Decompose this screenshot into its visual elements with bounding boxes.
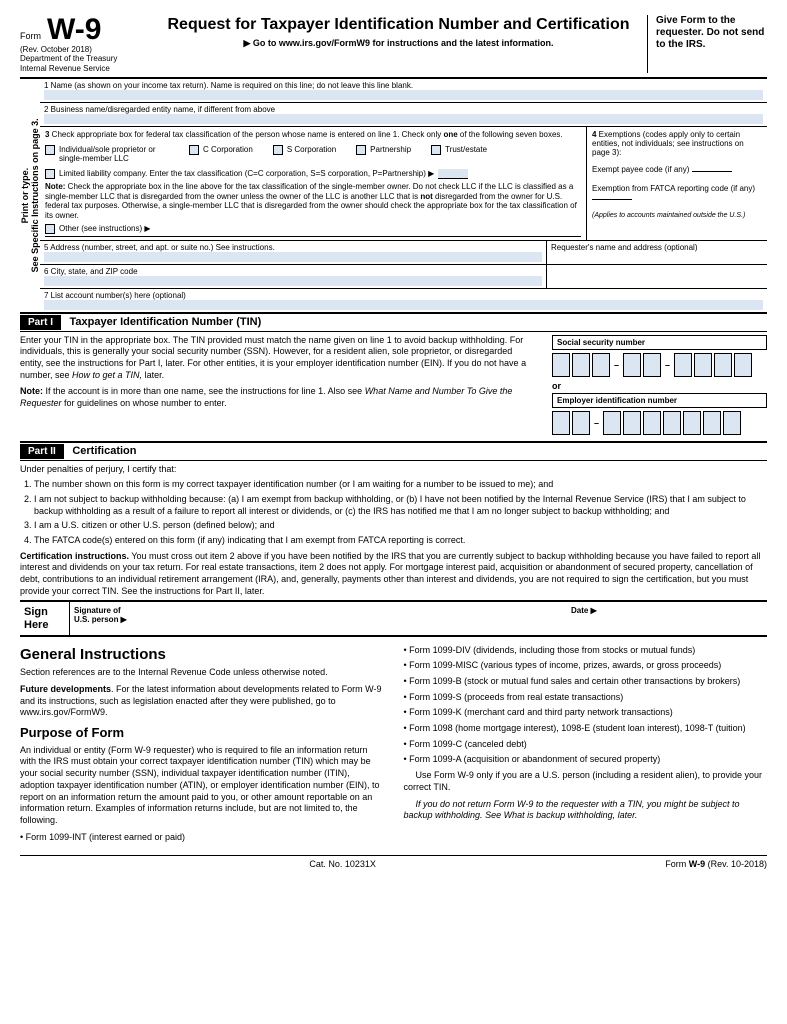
inst-p1: Section references are to the Internal R… <box>20 667 384 679</box>
purpose-heading: Purpose of Form <box>20 725 384 742</box>
date-field[interactable]: Date ▶ <box>567 602 767 634</box>
part1-text: Enter your TIN in the appropriate box. T… <box>20 335 537 382</box>
bullet-1099int: • Form 1099-INT (interest earned or paid… <box>20 832 384 844</box>
cb-trust[interactable]: Trust/estate <box>431 145 487 163</box>
ein-input[interactable]: – <box>552 411 767 435</box>
cb-other[interactable]: Other (see instructions) ▶ <box>45 224 581 237</box>
ein-label: Employer identification number <box>552 393 767 408</box>
exempt-payee[interactable]: Exempt payee code (if any) <box>592 165 762 174</box>
sidebar-instructions: Print or type.See Specific Instructions … <box>20 79 40 311</box>
form-name: W-9 <box>47 15 101 45</box>
revision-date: (Rev. October 2018) <box>20 45 150 54</box>
bullet-1099div: • Form 1099-DIV (dividends, including th… <box>404 645 768 657</box>
gen-inst-heading: General Instructions <box>20 645 384 665</box>
fatca-applies: (Applies to accounts maintained outside … <box>592 212 762 219</box>
cert-list: The number shown on this form is my corr… <box>20 479 767 546</box>
bullet-1098: • Form 1098 (home mortgage interest), 10… <box>404 723 768 735</box>
footer-form: Form W-9 (Rev. 10-2018) <box>665 859 767 869</box>
llc-note: Note: Check the appropriate box in the l… <box>45 182 581 220</box>
cb-s-corp[interactable]: S Corporation <box>273 145 336 163</box>
line6-city[interactable]: 6 City, state, and ZIP code <box>40 265 547 288</box>
cert-intro: Under penalties of perjury, I certify th… <box>20 464 767 476</box>
line7-accounts[interactable]: 7 List account number(s) here (optional) <box>40 289 767 312</box>
inst-p5: If you do not return Form W-9 to the req… <box>404 799 768 822</box>
cb-llc[interactable]: Limited liability company. Enter the tax… <box>45 169 581 179</box>
part1-label: Part I <box>20 315 61 330</box>
or-label: or <box>552 381 767 391</box>
bullet-1099s: • Form 1099-S (proceeds from real estate… <box>404 692 768 704</box>
fatca-exempt[interactable]: Exemption from FATCA reporting code (if … <box>592 184 762 202</box>
line3-intro: 3 Check appropriate box for federal tax … <box>45 130 581 139</box>
line5-address[interactable]: 5 Address (number, street, and apt. or s… <box>40 241 547 264</box>
form-title: Request for Taxpayer Identification Numb… <box>160 15 637 34</box>
cb-individual[interactable]: Individual/sole proprietor or single-mem… <box>45 145 169 163</box>
cb-c-corp[interactable]: C Corporation <box>189 145 253 163</box>
give-form-note: Give Form to the requester. Do not send … <box>647 15 767 73</box>
cat-no: Cat. No. 10231X <box>309 859 376 869</box>
form-label: Form <box>20 31 41 41</box>
form-header: Form W-9 (Rev. October 2018) Department … <box>20 15 767 79</box>
bullet-1099c: • Form 1099-C (canceled debt) <box>404 739 768 751</box>
bullet-1099b: • Form 1099-B (stock or mutual fund sale… <box>404 676 768 688</box>
inst-p2: Future developments. For the latest info… <box>20 684 384 719</box>
sign-here: Sign Here <box>20 602 70 634</box>
part1-title: Taxpayer Identification Number (TIN) <box>70 316 262 328</box>
bullet-1099k: • Form 1099-K (merchant card and third p… <box>404 707 768 719</box>
dept-treasury: Department of the Treasury <box>20 54 150 64</box>
dept-irs: Internal Revenue Service <box>20 64 150 74</box>
cert-instructions: Certification instructions. You must cro… <box>20 551 767 598</box>
ssn-input[interactable]: – – <box>552 353 767 377</box>
signature-field[interactable]: Signature ofU.S. person ▶ <box>70 602 567 634</box>
inst-p3: An individual or entity (Form W-9 reques… <box>20 745 384 827</box>
line2-business[interactable]: 2 Business name/disregarded entity name,… <box>40 103 767 127</box>
line1-name[interactable]: 1 Name (as shown on your income tax retu… <box>40 79 767 103</box>
cb-partnership[interactable]: Partnership <box>356 145 411 163</box>
part2-title: Certification <box>72 445 136 457</box>
requester-address[interactable]: Requester's name and address (optional) <box>547 241 767 264</box>
bullet-1099misc: • Form 1099-MISC (various types of incom… <box>404 660 768 672</box>
bullet-1099a: • Form 1099-A (acquisition or abandonmen… <box>404 754 768 766</box>
line4-intro: 4 Exemptions (codes apply only to certai… <box>592 130 762 157</box>
part2-label: Part II <box>20 444 64 459</box>
part1-note: Note: If the account is in more than one… <box>20 386 537 409</box>
ssn-label: Social security number <box>552 335 767 350</box>
goto-link: ▶ Go to www.irs.gov/FormW9 for instructi… <box>160 38 637 49</box>
inst-p4: Use Form W-9 only if you are a U.S. pers… <box>404 770 768 793</box>
